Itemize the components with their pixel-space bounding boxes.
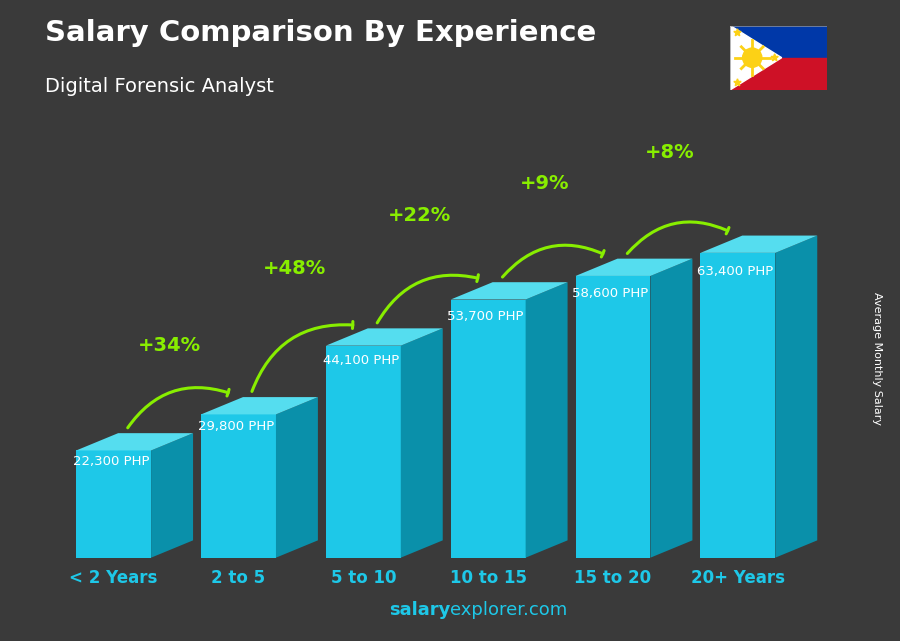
Polygon shape: [576, 258, 692, 276]
Bar: [731, 58, 826, 90]
Polygon shape: [276, 397, 318, 558]
Text: +22%: +22%: [388, 206, 451, 224]
Text: Average Monthly Salary: Average Monthly Salary: [872, 292, 883, 426]
Polygon shape: [734, 79, 741, 86]
Text: Digital Forensic Analyst: Digital Forensic Analyst: [45, 77, 274, 96]
Polygon shape: [771, 54, 778, 61]
Polygon shape: [151, 433, 194, 558]
Text: 63,400 PHP: 63,400 PHP: [698, 265, 773, 278]
Polygon shape: [731, 26, 782, 90]
Polygon shape: [451, 282, 568, 299]
Text: 58,600 PHP: 58,600 PHP: [572, 287, 649, 300]
Bar: [451, 299, 526, 558]
Text: +9%: +9%: [519, 174, 569, 194]
Bar: [731, 26, 826, 58]
Polygon shape: [775, 235, 817, 558]
Bar: [76, 451, 151, 558]
Text: 22,300 PHP: 22,300 PHP: [73, 454, 149, 468]
Bar: [700, 253, 775, 558]
Text: Salary Comparison By Experience: Salary Comparison By Experience: [45, 19, 596, 47]
Polygon shape: [700, 235, 817, 253]
Circle shape: [742, 48, 761, 67]
Polygon shape: [400, 328, 443, 558]
Polygon shape: [734, 29, 741, 36]
Text: +8%: +8%: [644, 144, 694, 162]
Text: 29,800 PHP: 29,800 PHP: [198, 420, 274, 433]
Bar: [201, 414, 276, 558]
Polygon shape: [526, 282, 568, 558]
Text: salary: salary: [389, 601, 450, 619]
Text: +34%: +34%: [139, 336, 202, 355]
Text: explorer.com: explorer.com: [450, 601, 567, 619]
Polygon shape: [326, 328, 443, 345]
Bar: [576, 276, 651, 558]
Polygon shape: [651, 258, 692, 558]
Polygon shape: [76, 433, 194, 451]
Text: 53,700 PHP: 53,700 PHP: [447, 310, 524, 323]
Text: 44,100 PHP: 44,100 PHP: [323, 354, 399, 367]
Polygon shape: [201, 397, 318, 414]
Text: +48%: +48%: [263, 260, 327, 278]
Bar: [326, 345, 400, 558]
